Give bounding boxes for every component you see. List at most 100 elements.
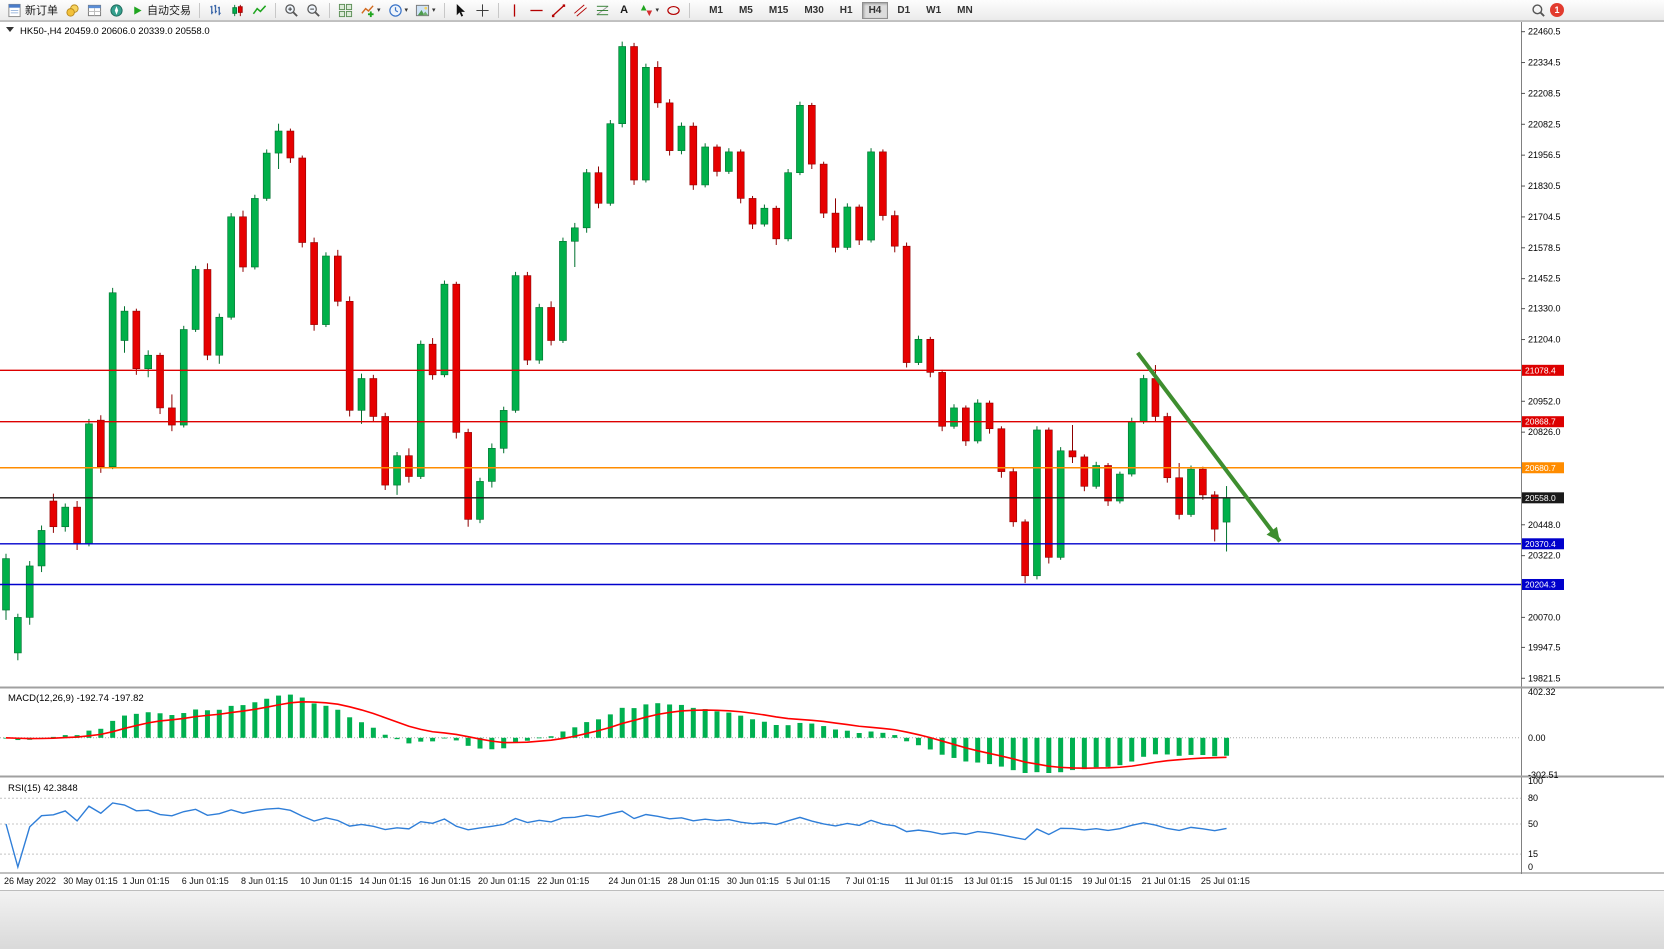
timeframe-button-mn[interactable]: MN <box>950 2 980 19</box>
candle <box>713 146 721 172</box>
candle <box>1104 465 1112 502</box>
candlestick-chart-button[interactable] <box>227 1 248 20</box>
candle <box>464 432 472 520</box>
rsi-axis-label: 100 <box>1528 776 1543 786</box>
time-axis-label: 20 Jun 01:15 <box>478 876 531 886</box>
candle <box>831 212 840 248</box>
price-badge <box>1522 462 1564 474</box>
timeframe-button-m15[interactable]: M15 <box>762 2 795 19</box>
timeframe-button-m1[interactable]: M1 <box>702 2 730 19</box>
tile-windows-icon <box>338 3 353 17</box>
macd-histogram <box>3 694 1230 773</box>
trend-arrow[interactable] <box>1136 351 1282 543</box>
trendline-icon <box>551 3 565 17</box>
ellipse-icon <box>667 5 680 15</box>
time-axis-label: 16 Jun 01:15 <box>418 876 471 886</box>
channel-icon <box>573 4 587 16</box>
candle <box>286 130 295 159</box>
price-badge <box>1522 578 1564 590</box>
new-order-button[interactable]: 新订单 <box>4 1 61 20</box>
candle <box>630 46 638 181</box>
time-axis-label: 13 Jul 01:15 <box>963 876 1013 886</box>
tile-windows-button[interactable] <box>335 1 356 20</box>
templates-button[interactable]: ▾ <box>412 1 439 20</box>
time-axis-label: 14 Jun 01:15 <box>359 876 412 886</box>
candle <box>819 163 828 214</box>
candle <box>120 310 129 341</box>
search-button[interactable] <box>1528 1 1549 20</box>
periods-button[interactable]: ▾ <box>385 1 412 20</box>
vertical-line-tool-button[interactable] <box>504 1 525 20</box>
price-tick-label: 21330.0 <box>1528 304 1561 314</box>
arrows-tool-button[interactable]: ▾ <box>636 1 663 20</box>
price-tick-label: 21830.5 <box>1528 181 1561 191</box>
candle <box>262 152 271 199</box>
timeframe-button-w1[interactable]: W1 <box>919 2 948 19</box>
timeframe-button-d1[interactable]: D1 <box>890 2 917 19</box>
shapes-tool-button[interactable] <box>663 1 684 20</box>
crosshair-icon <box>475 3 489 17</box>
candle <box>310 242 318 325</box>
timeframe-button-m30[interactable]: M30 <box>797 2 830 19</box>
rsi-axis-label: 80 <box>1528 793 1538 803</box>
fibonacci-tool-button[interactable] <box>592 1 613 20</box>
rsi-line <box>5 802 1227 870</box>
candle <box>144 354 152 370</box>
data-window-button[interactable] <box>84 1 105 20</box>
price-badge-label: 20370.4 <box>1525 539 1556 549</box>
price-badge-label: 20204.3 <box>1525 579 1556 589</box>
autotrade-button[interactable]: 自动交易 <box>128 1 194 20</box>
time-axis-label: 8 Jun 01:15 <box>241 876 289 886</box>
zoom-in-button[interactable] <box>281 1 302 20</box>
crosshair-tool-button[interactable] <box>472 1 493 20</box>
channel-tool-button[interactable] <box>570 1 591 20</box>
vertical-line-icon <box>513 3 515 17</box>
candle <box>156 354 164 409</box>
text-tool-button[interactable]: A <box>614 1 635 20</box>
notification-badge[interactable]: 1 <box>1550 3 1564 17</box>
toolbar-separator <box>199 2 200 18</box>
chart-menu-caret[interactable] <box>6 27 14 32</box>
price-tick-label: 21956.5 <box>1528 150 1561 160</box>
candle <box>760 207 769 225</box>
trend-arrow-head <box>1266 526 1280 542</box>
candles <box>2 41 1231 661</box>
bar-chart-button[interactable] <box>205 1 226 20</box>
candle <box>1127 421 1136 475</box>
clock-icon <box>388 3 402 17</box>
text-tool-label: A <box>620 4 629 16</box>
candle <box>1210 494 1219 530</box>
cursor-tool-button[interactable] <box>450 1 471 20</box>
candle <box>14 617 22 654</box>
trendline-tool-button[interactable] <box>548 1 569 20</box>
candle <box>1116 473 1124 502</box>
candle <box>725 151 733 172</box>
candle <box>950 407 958 427</box>
chart-header: HK50-,H4 20459.0 20606.0 20339.0 20558.0 <box>20 26 210 37</box>
timeframe-button-h4[interactable]: H4 <box>861 1 889 19</box>
horizontal-line-tool-button[interactable] <box>526 1 547 20</box>
price-tick-label: 22334.5 <box>1528 58 1561 68</box>
candle <box>251 198 259 268</box>
candle <box>132 310 141 370</box>
indicators-button[interactable]: ▾ <box>357 1 384 20</box>
market-watch-button[interactable] <box>62 1 83 20</box>
candle <box>499 410 508 449</box>
toolbar-separator <box>497 2 499 18</box>
navigator-button[interactable] <box>106 1 127 20</box>
candle <box>689 125 698 186</box>
price-tick-label: 20448.0 <box>1528 520 1561 530</box>
toolbar-separator <box>329 2 330 18</box>
price-tick-label: 21704.5 <box>1528 212 1561 222</box>
candle <box>523 275 532 361</box>
candle <box>274 130 283 154</box>
line-chart-button[interactable] <box>249 1 270 20</box>
timeframe-button-m5[interactable]: M5 <box>732 2 760 19</box>
dropdown-caret-icon: ▾ <box>404 7 409 14</box>
macd-axis-label: 402.32 <box>1528 687 1556 697</box>
zoom-out-button[interactable] <box>303 1 324 20</box>
timeframe-button-h1[interactable]: H1 <box>833 2 860 19</box>
candle <box>890 215 899 247</box>
new-order-label: 新订单 <box>25 5 58 17</box>
arrows-icon <box>640 4 652 16</box>
